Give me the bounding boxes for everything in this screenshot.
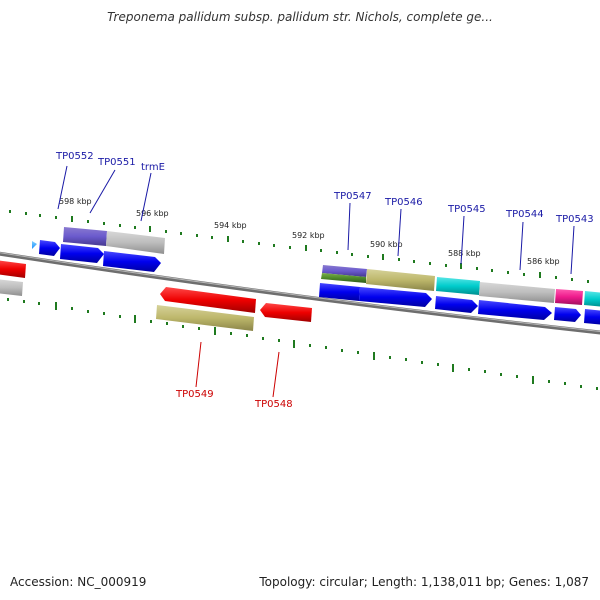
gene-arrow[interactable]: [584, 309, 600, 325]
gene-label[interactable]: TP0547: [333, 191, 372, 202]
genome-backbone: [0, 251, 600, 335]
gene-arrow[interactable]: [435, 296, 478, 313]
gene-arrow[interactable]: [106, 231, 165, 254]
label-callouts: [57, 165, 575, 398]
gene-arrow[interactable]: [156, 305, 254, 331]
gene-arrow[interactable]: [103, 251, 161, 272]
kbp-label: 590 kbp: [370, 240, 403, 249]
accession-text: Accession: NC_000919: [10, 575, 147, 589]
gene-arrow[interactable]: [319, 283, 360, 301]
gene-arrow[interactable]: [366, 269, 435, 291]
gene-label[interactable]: TP0543: [555, 214, 594, 225]
gene-arrow[interactable]: [322, 265, 367, 277]
lower-tick-ruler: [7, 298, 598, 390]
kbp-label: 598 kbp: [59, 197, 92, 206]
gene-arrow[interactable]: [0, 279, 23, 296]
gene-label[interactable]: TP0544: [505, 209, 544, 220]
gene-arrow[interactable]: [436, 277, 480, 295]
gene-arrow[interactable]: [60, 244, 104, 263]
kbp-label: 594 kbp: [214, 221, 247, 230]
reverse-genes: [0, 260, 312, 331]
gene-arrow[interactable]: [260, 303, 312, 322]
gene-arrow[interactable]: [32, 241, 37, 249]
gene-arrow[interactable]: [479, 282, 555, 303]
gene-arrow[interactable]: [555, 289, 583, 305]
gene-arrow[interactable]: [63, 227, 107, 246]
kbp-label: 596 kbp: [136, 209, 169, 218]
forward-genes: [32, 227, 600, 325]
gene-label[interactable]: TP0548: [254, 399, 293, 410]
gene-label[interactable]: trmE: [141, 162, 165, 173]
kbp-label: 586 kbp: [527, 257, 560, 266]
gene-arrow[interactable]: [359, 287, 432, 307]
gene-arrow[interactable]: [584, 291, 600, 307]
gene-arrow[interactable]: [39, 240, 60, 256]
gene-arrow[interactable]: [0, 260, 26, 278]
gene-arrow[interactable]: [160, 287, 256, 313]
gene-arrow[interactable]: [321, 273, 366, 283]
map-title: Treponema pallidum subsp. pallidum str. …: [107, 10, 493, 24]
gene-arrow[interactable]: [554, 307, 581, 322]
gene-label[interactable]: TP0546: [384, 197, 423, 208]
gene-label[interactable]: TP0549: [175, 389, 214, 400]
gene-label[interactable]: TP0552: [55, 151, 94, 162]
gene-arrow[interactable]: [478, 300, 552, 320]
topology-summary: Topology: circular; Length: 1,138,011 bp…: [259, 575, 589, 589]
upper-tick-ruler: [9, 210, 589, 283]
gene-label[interactable]: TP0551: [97, 157, 136, 168]
kbp-label: 588 kbp: [448, 249, 481, 258]
gene-label[interactable]: TP0545: [447, 204, 486, 215]
kbp-label: 592 kbp: [292, 231, 325, 240]
